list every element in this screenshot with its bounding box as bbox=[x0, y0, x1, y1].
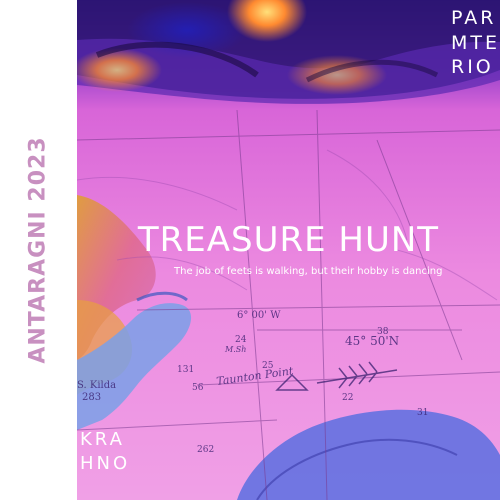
map-sounding-131: 131 bbox=[177, 365, 194, 375]
map-label-longitude: 6° 00' W bbox=[237, 310, 281, 321]
map-sounding-38: 38 bbox=[377, 327, 389, 337]
background-photo: Taunton Point 45° 50'N 6° 00' W S. Kilda… bbox=[77, 0, 500, 500]
corner-line-2: MTE bbox=[451, 31, 500, 54]
map-label-kilda-number: 283 bbox=[82, 392, 101, 403]
side-strip: ANTARAGNI 2023 bbox=[0, 0, 77, 500]
corner-line-1: PAR bbox=[451, 7, 497, 29]
map-sounding-25: 25 bbox=[262, 361, 274, 371]
map-label-coordinate: 45° 50'N bbox=[345, 334, 399, 348]
map-label-kilda: S. Kilda bbox=[77, 380, 116, 391]
headline: TREASURE HUNT bbox=[137, 220, 440, 260]
bottom-line-1: KRA bbox=[80, 429, 125, 450]
map-sounding-24: 24 bbox=[235, 335, 247, 345]
tagline: The job of feets is walking, but their h… bbox=[174, 266, 443, 277]
map-sounding-22: 22 bbox=[342, 393, 353, 403]
corner-text-block: PAR MTE RIO bbox=[451, 6, 500, 80]
map-sounding-262: 262 bbox=[197, 445, 214, 455]
bottom-line-2: HNO bbox=[80, 453, 131, 474]
map-label-msh: M.Sh bbox=[224, 345, 246, 354]
nautical-chart-image: Taunton Point 45° 50'N 6° 00' W S. Kilda… bbox=[77, 0, 500, 500]
map-sounding-31: 31 bbox=[417, 408, 428, 418]
corner-line-3: RIO bbox=[451, 56, 494, 78]
bottom-text-block: KRA HNO bbox=[80, 428, 130, 476]
map-sounding-56: 56 bbox=[192, 383, 204, 393]
